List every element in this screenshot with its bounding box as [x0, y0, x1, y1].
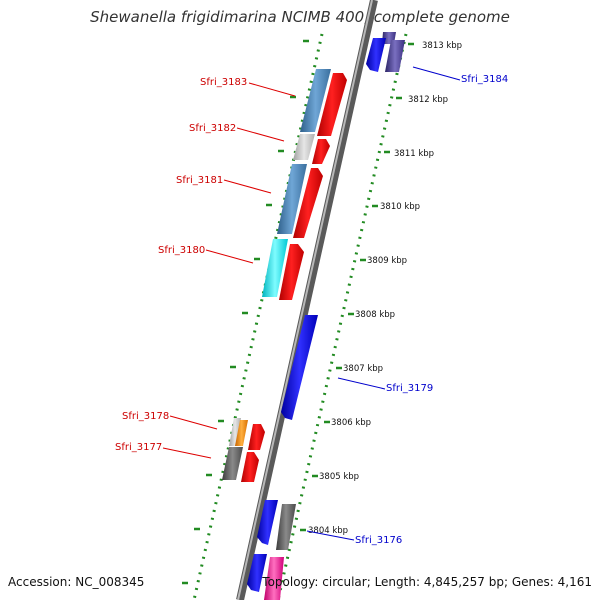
gene-feature-gray[interactable]: [222, 447, 243, 480]
gene-feature-lightgray[interactable]: [229, 418, 241, 446]
tick-label-3810: 3810 kbp: [380, 202, 420, 212]
gene-feature-cyan[interactable]: [262, 239, 288, 297]
topology-label: Topology:: [262, 575, 319, 589]
gene-label-sfri-3179[interactable]: Sfri_3179: [386, 383, 433, 394]
gene-feature-gray[interactable]: [276, 504, 296, 550]
left-tick-marks: [182, 39, 309, 585]
genome-backbone-highlight: [237, 0, 373, 600]
genome-backbone: [236, 0, 378, 600]
tick-label-3805: 3805 kbp: [319, 472, 359, 482]
tick-label-3811: 3811 kbp: [394, 149, 434, 159]
gene-label-sfri-3177[interactable]: Sfri_3177: [115, 442, 162, 453]
length-label: Length:: [374, 575, 421, 589]
gene-feature-steelblue[interactable]: [300, 69, 331, 132]
gene-label-sfri-3182[interactable]: Sfri_3182: [189, 123, 236, 134]
gene-label-sfri-3181[interactable]: Sfri_3181: [176, 175, 223, 186]
gene-feature-blue[interactable]: [281, 315, 318, 420]
tick-label-3809: 3809 kbp: [367, 256, 407, 266]
gene-label-sfri-3180[interactable]: Sfri_3180: [158, 245, 205, 256]
gene-feature-blue[interactable]: [257, 500, 278, 545]
callout-line-sfri-3178: [169, 415, 218, 430]
length-value: 4,845,257 bp: [423, 575, 504, 589]
callout-line-sfri-3182: [236, 127, 285, 142]
callout-line-sfri-3177: [162, 447, 212, 459]
right-tick-marks: [300, 42, 414, 532]
gene-feature-blue[interactable]: [247, 554, 267, 592]
topology-value: circular: [322, 575, 367, 589]
genome-summary: Topology: circular; Length: 4,845,257 bp…: [262, 575, 592, 589]
genes-label: Genes:: [511, 575, 554, 589]
callout-line-sfri-3179: [337, 377, 386, 390]
tick-label-3813: 3813 kbp: [422, 41, 462, 51]
gene-feature-lightgray[interactable]: [293, 134, 315, 160]
callout-line-sfri-3176: [306, 530, 355, 541]
tick-label-3804: 3804 kbp: [308, 526, 348, 536]
gene-label-sfri-3176[interactable]: Sfri_3176: [355, 535, 402, 546]
gene-feature-pink[interactable]: [264, 557, 284, 600]
gene-feature-steelblue[interactable]: [277, 164, 307, 234]
callout-line-sfri-3180: [205, 249, 254, 264]
tick-label-3806: 3806 kbp: [331, 418, 371, 428]
gene-label-sfri-3183[interactable]: Sfri_3183: [200, 77, 247, 88]
callout-line-sfri-3183: [248, 82, 296, 97]
right-dotted-guide: [276, 33, 408, 600]
gene-label-sfri-3184[interactable]: Sfri_3184: [461, 74, 508, 85]
callout-line-sfri-3181: [223, 179, 272, 194]
gene-feature-red[interactable]: [312, 139, 330, 164]
map-title: Shewanella frigidimarina NCIMB 400, comp…: [90, 8, 510, 26]
gene-feature-red[interactable]: [293, 168, 323, 238]
gene-feature-red[interactable]: [279, 244, 304, 300]
tick-label-3807: 3807 kbp: [343, 364, 383, 374]
genes-value: 4,161: [557, 575, 592, 589]
accession-label: Accession:: [8, 575, 72, 589]
gene-feature-red[interactable]: [241, 452, 259, 482]
accession-value: NC_008345: [75, 575, 145, 589]
gene-feature-blue[interactable]: [366, 38, 386, 72]
tick-label-3808: 3808 kbp: [355, 310, 395, 320]
gene-feature-orange[interactable]: [235, 420, 248, 446]
gene-feature-red[interactable]: [248, 424, 265, 450]
callout-line-sfri-3184: [412, 66, 461, 81]
gene-label-sfri-3178[interactable]: Sfri_3178: [122, 411, 169, 422]
tick-label-3812: 3812 kbp: [408, 95, 448, 105]
gene-feature-red[interactable]: [317, 73, 347, 136]
left-dotted-guide: [192, 33, 324, 600]
gene-feature-navy[interactable]: [385, 40, 405, 72]
accession-info: Accession: NC_008345: [8, 575, 144, 589]
